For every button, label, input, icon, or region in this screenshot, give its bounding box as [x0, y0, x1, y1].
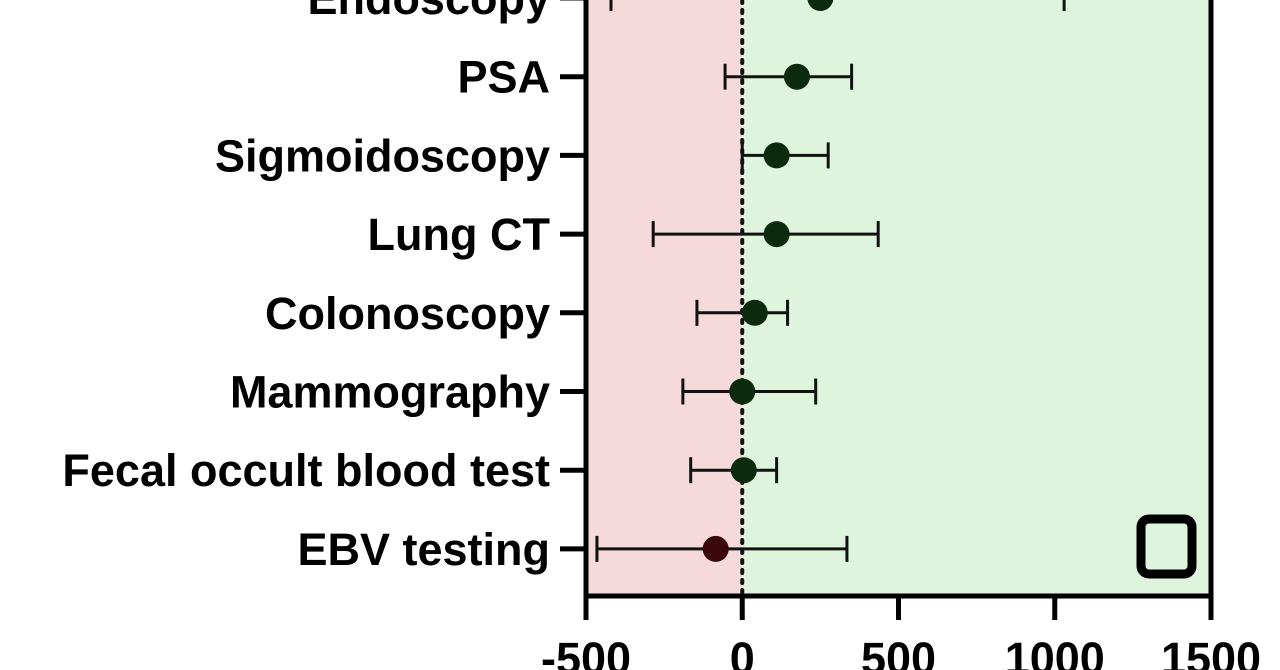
category-label: Colonoscopy	[265, 288, 550, 339]
category-label: Mammography	[230, 367, 550, 418]
x-tick-label: 1500	[1161, 633, 1261, 670]
data-point	[807, 0, 834, 11]
x-tick-labels: -500 0 500 1000 1500	[541, 633, 1261, 670]
shaded-regions	[586, 0, 1211, 596]
x-tick-label: 0	[730, 633, 755, 670]
data-point	[730, 457, 757, 484]
x-tick-label: 500	[861, 633, 936, 670]
rounded-square-outline-icon	[1136, 514, 1197, 579]
category-label: PSA	[457, 52, 550, 103]
category-label: Sigmoidoscopy	[215, 130, 550, 181]
category-label: EBV testing	[297, 524, 550, 575]
data-point	[763, 221, 790, 248]
positive-region	[742, 0, 1211, 596]
category-label: Lung CT	[368, 209, 550, 260]
negative-region	[586, 0, 743, 596]
data-point	[729, 378, 756, 405]
category-label: Endoscopy	[307, 0, 550, 24]
data-point	[702, 535, 729, 562]
category-labels: Endoscopy PSA Sigmoidoscopy Lung CT Colonosc…	[62, 0, 550, 575]
axes	[560, 0, 1214, 620]
data-points	[702, 0, 834, 562]
x-tick-label: 1000	[1005, 633, 1105, 670]
category-label: Fecal occult blood test	[62, 445, 550, 496]
x-tick-label: -500	[541, 633, 631, 670]
data-point	[763, 142, 790, 169]
data-point	[783, 63, 810, 90]
data-point	[741, 299, 768, 326]
